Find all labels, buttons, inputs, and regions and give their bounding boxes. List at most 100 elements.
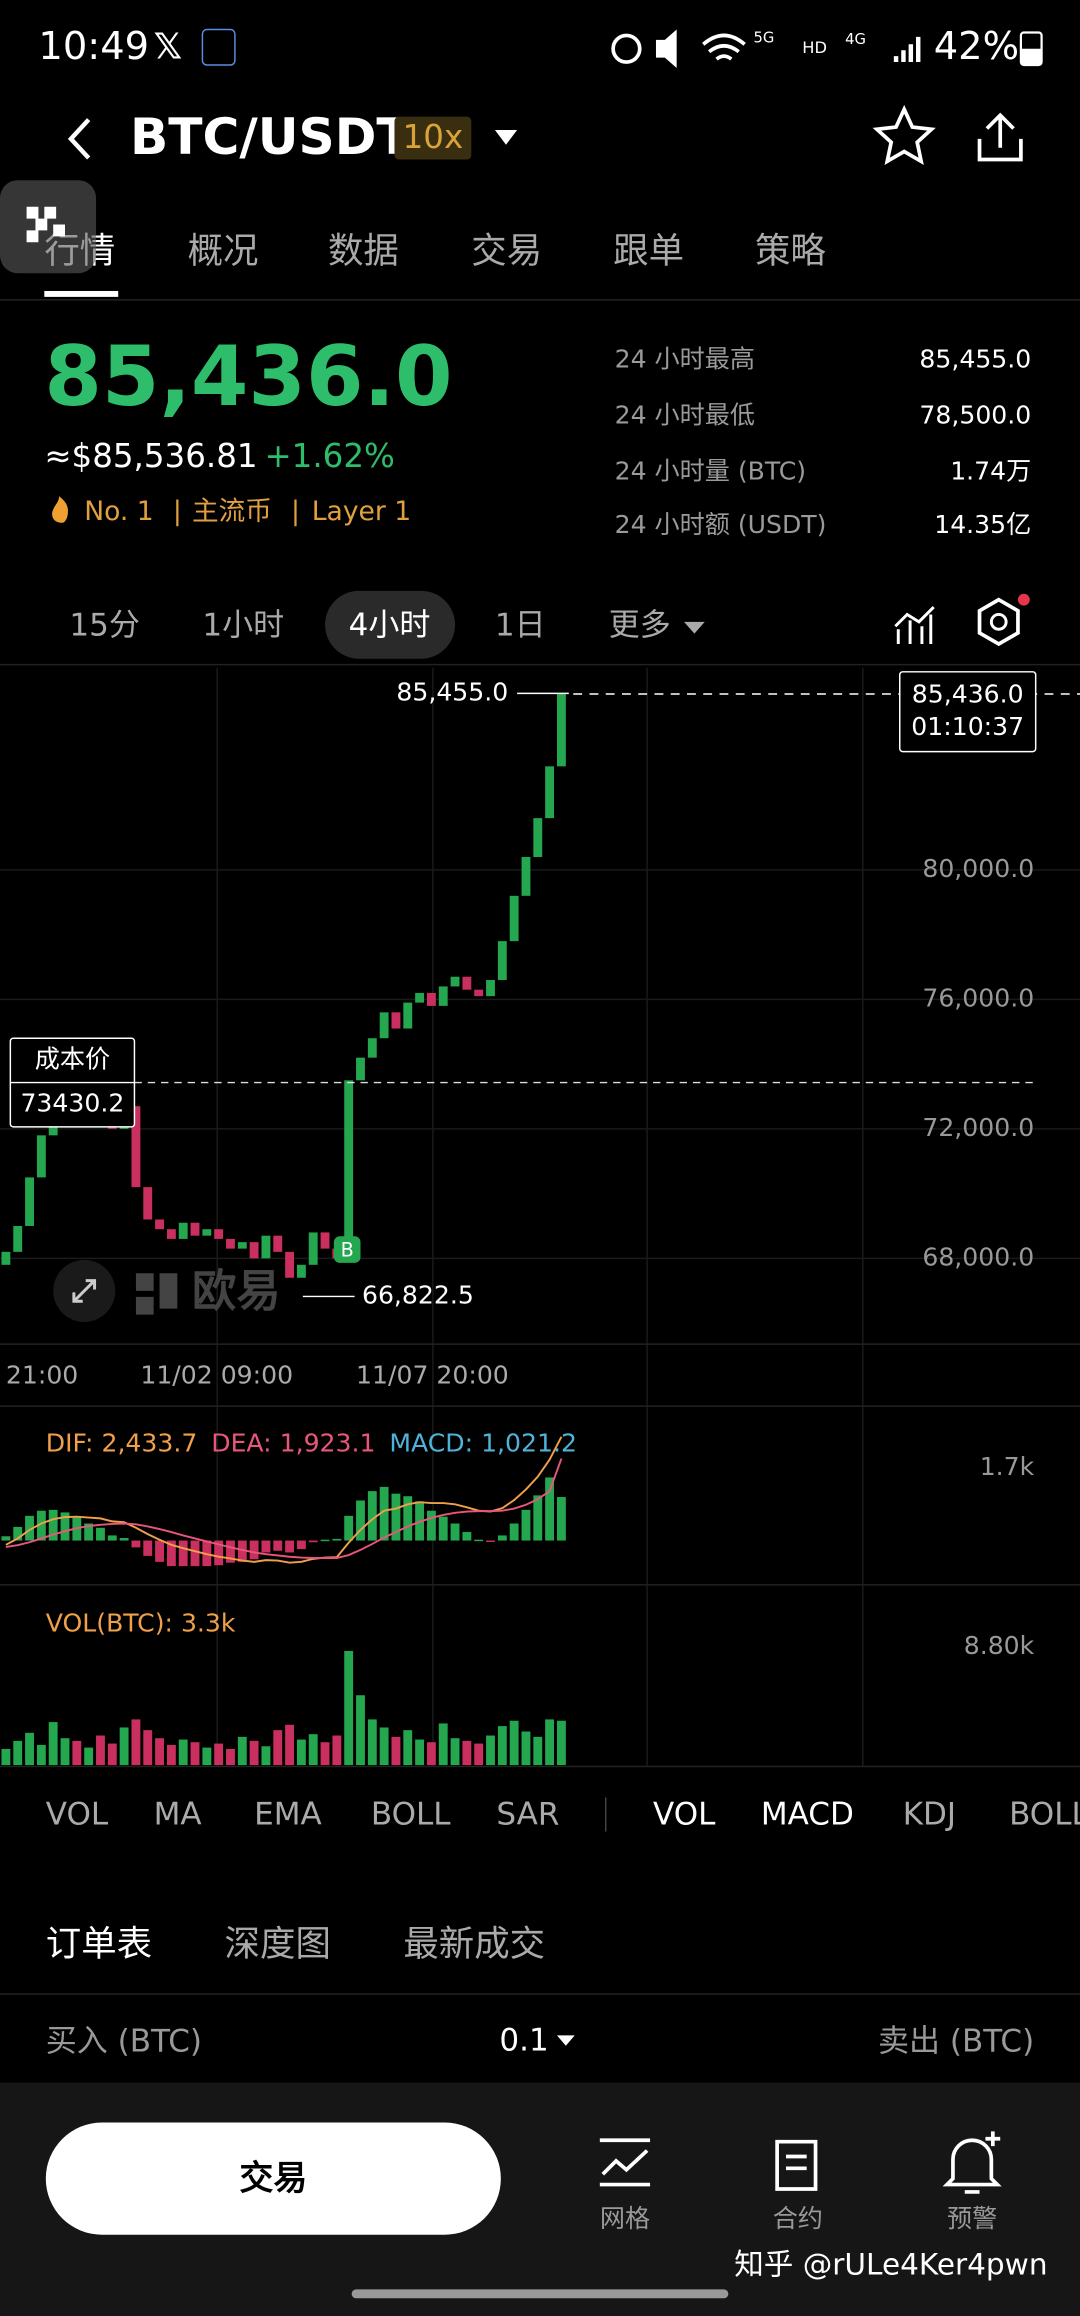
tab[interactable]: 跟单 bbox=[613, 231, 684, 272]
interval-selected bbox=[325, 590, 456, 659]
candle bbox=[438, 986, 448, 1006]
trade-button[interactable] bbox=[45, 2122, 501, 2235]
share-button[interactable] bbox=[977, 112, 1023, 162]
countdown: 01:10:37 bbox=[911, 712, 1024, 741]
tab[interactable]: 数据 bbox=[328, 231, 399, 272]
volume-bar bbox=[367, 1719, 377, 1766]
cost-label: 成本价 bbox=[35, 1044, 110, 1073]
macd-bar bbox=[48, 1509, 58, 1541]
alarm-icon bbox=[611, 33, 642, 64]
flame-icon bbox=[52, 496, 68, 523]
volume-bar bbox=[509, 1720, 519, 1766]
x-tick-label: 11/07 20:00 bbox=[356, 1361, 509, 1390]
tab[interactable]: 交易 bbox=[471, 231, 542, 272]
price-change: +1.62% bbox=[264, 437, 394, 475]
macd-bar bbox=[36, 1510, 46, 1541]
last-price-label: 85,436.0 bbox=[912, 679, 1024, 708]
indicator-tab[interactable]: BOLL bbox=[371, 1796, 451, 1832]
interval[interactable]: 15分 bbox=[69, 607, 139, 643]
favorite-button[interactable] bbox=[872, 104, 936, 165]
volume-legend: VOL(BTC): 3.3k bbox=[46, 1609, 236, 1638]
nav-label[interactable]: 合约 bbox=[773, 2204, 823, 2233]
macd-bar bbox=[237, 1540, 247, 1562]
indicator-tab[interactable]: MACD bbox=[761, 1796, 854, 1832]
candle bbox=[533, 818, 543, 857]
macd-bar bbox=[131, 1540, 141, 1548]
indicator-tab[interactable]: KDJ bbox=[903, 1796, 956, 1832]
indicator-tab[interactable]: VOL bbox=[653, 1796, 716, 1832]
macd-bar bbox=[556, 1497, 566, 1541]
signal-icon bbox=[893, 36, 921, 63]
nav-label[interactable]: 网格 bbox=[600, 2204, 650, 2233]
expand-icon bbox=[72, 1279, 97, 1303]
macd-bar bbox=[166, 1540, 176, 1567]
floating-button[interactable] bbox=[0, 180, 97, 274]
leverage-badge bbox=[394, 116, 472, 160]
macd-bar bbox=[178, 1540, 188, 1567]
stat-value: 1.74万 bbox=[950, 457, 1031, 486]
grid bbox=[216, 667, 864, 1767]
tab[interactable]: 概况 bbox=[188, 231, 259, 272]
macd-bar bbox=[296, 1540, 306, 1550]
macd-bar bbox=[261, 1540, 271, 1553]
orderbook-tab[interactable]: 最新成交 bbox=[403, 1923, 545, 1964]
macd-bar bbox=[155, 1540, 164, 1562]
indicator-tab[interactable]: MA bbox=[154, 1796, 202, 1832]
back-button[interactable] bbox=[67, 118, 91, 160]
volume-bar bbox=[13, 1740, 23, 1766]
macd-bar bbox=[367, 1491, 377, 1541]
macd-bar bbox=[119, 1537, 129, 1541]
interval[interactable]: 4小时 bbox=[349, 607, 431, 643]
y-tick-label: 8.80k bbox=[964, 1631, 1035, 1660]
candle bbox=[1, 1251, 11, 1265]
x-icon: 𝕏 bbox=[154, 27, 183, 68]
volume-bar bbox=[72, 1740, 82, 1766]
macd-bar bbox=[450, 1523, 460, 1541]
tab-underline bbox=[44, 290, 119, 297]
network-label: 4G bbox=[845, 31, 866, 48]
network-label: 5G bbox=[753, 29, 774, 46]
candle bbox=[249, 1242, 259, 1259]
interval[interactable]: 更多 bbox=[609, 607, 671, 643]
orderbook-tab[interactable]: 订单表 bbox=[46, 1923, 152, 1964]
candle bbox=[497, 941, 507, 980]
macd-bar bbox=[332, 1538, 342, 1541]
depth-size[interactable]: 0.1 bbox=[499, 2022, 548, 2058]
cost-value: 73430.2 bbox=[20, 1089, 124, 1118]
volume-bar bbox=[60, 1738, 70, 1766]
volume-bar bbox=[96, 1735, 105, 1766]
volume-bar bbox=[202, 1747, 212, 1766]
indicator-tab[interactable]: SAR bbox=[496, 1796, 559, 1832]
grid-icon[interactable] bbox=[599, 2138, 651, 2187]
volume-bar bbox=[131, 1719, 141, 1766]
contract-icon[interactable] bbox=[775, 2139, 818, 2191]
nav-label[interactable]: 预警 bbox=[947, 2204, 997, 2233]
indicator-button[interactable] bbox=[894, 606, 935, 644]
tab[interactable]: 策略 bbox=[755, 231, 826, 272]
indicator-tab[interactable]: VOL bbox=[46, 1796, 109, 1832]
volume-panel: 8.80k bbox=[1, 1631, 1035, 1766]
volume-bar bbox=[261, 1746, 271, 1766]
macd-bar bbox=[84, 1523, 94, 1541]
alert-icon[interactable] bbox=[942, 2131, 1002, 2194]
candle bbox=[202, 1229, 212, 1236]
candle bbox=[391, 1012, 401, 1029]
settings-button[interactable] bbox=[977, 597, 1020, 647]
indicator-tab[interactable]: EMA bbox=[254, 1796, 322, 1832]
macd-bar bbox=[474, 1539, 484, 1542]
more-caret bbox=[684, 621, 705, 634]
interval[interactable]: 1小时 bbox=[202, 607, 284, 643]
interval[interactable]: 1日 bbox=[495, 607, 546, 643]
pair-dropdown[interactable] bbox=[494, 129, 518, 145]
home-indicator bbox=[351, 2289, 729, 2299]
candle bbox=[356, 1057, 365, 1081]
volume-bar bbox=[332, 1735, 342, 1766]
volume-bar bbox=[48, 1722, 58, 1766]
pair-title[interactable]: BTC/USDT bbox=[130, 107, 411, 166]
indicator-tab[interactable]: BOLL bbox=[1009, 1796, 1080, 1832]
candle bbox=[450, 976, 460, 987]
macd-bar bbox=[226, 1540, 235, 1563]
macd-bar bbox=[403, 1496, 413, 1541]
orderbook-tab[interactable]: 深度图 bbox=[225, 1923, 331, 1964]
network-label: HD bbox=[802, 38, 827, 57]
